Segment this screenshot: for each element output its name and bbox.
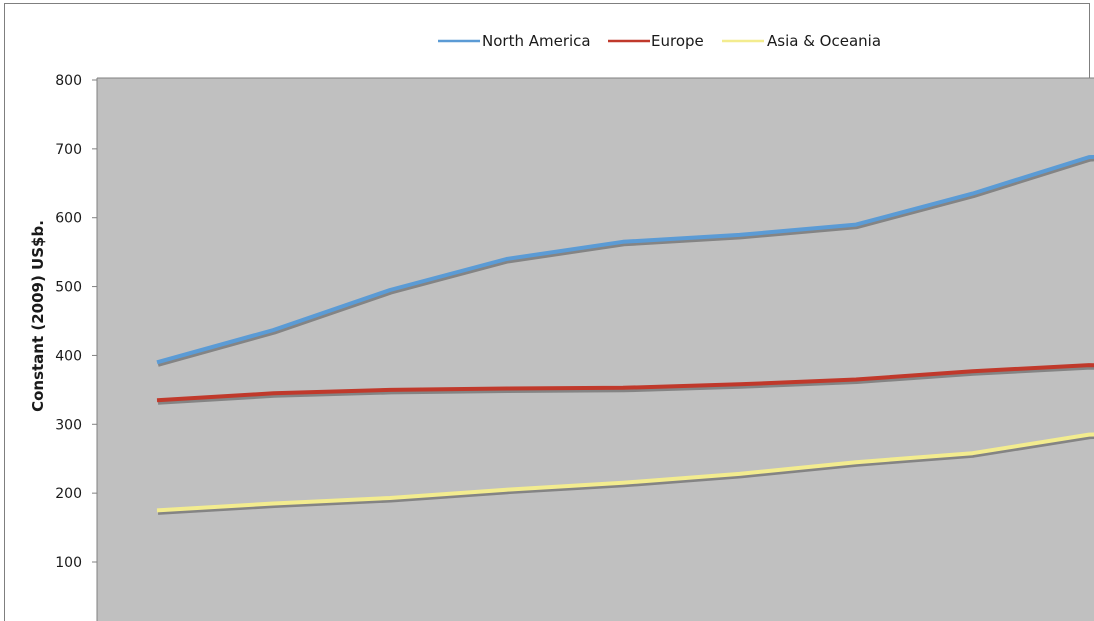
legend-label: Europe xyxy=(651,32,704,50)
series-shadow xyxy=(157,156,1094,367)
series-line-europe xyxy=(156,363,1094,403)
y-axis-ticks: 800 700 600 500 400 300 200 100 xyxy=(55,73,97,571)
y-axis-label: Constant (2009) US$b. xyxy=(29,220,47,412)
series-shadow xyxy=(157,364,1094,405)
y-tick-label: 500 xyxy=(55,280,82,296)
y-tick-label: 600 xyxy=(55,211,82,227)
series-line-asia-oceania xyxy=(156,432,1094,513)
series-line-north-america xyxy=(156,154,1094,365)
y-tick-label: 300 xyxy=(55,417,82,433)
y-tick-label: 800 xyxy=(55,73,82,89)
legend: North America Europe Asia & Oceania xyxy=(438,32,881,50)
series-shadow xyxy=(157,433,1094,515)
y-tick-label: 100 xyxy=(55,555,82,571)
legend-label: North America xyxy=(482,32,591,50)
y-tick-label: 700 xyxy=(55,142,82,158)
plot-area xyxy=(97,78,1094,621)
y-tick-label: 200 xyxy=(55,486,82,502)
y-tick-label: 400 xyxy=(55,348,82,364)
series-layer xyxy=(156,154,1094,515)
legend-label: Asia & Oceania xyxy=(767,32,881,50)
